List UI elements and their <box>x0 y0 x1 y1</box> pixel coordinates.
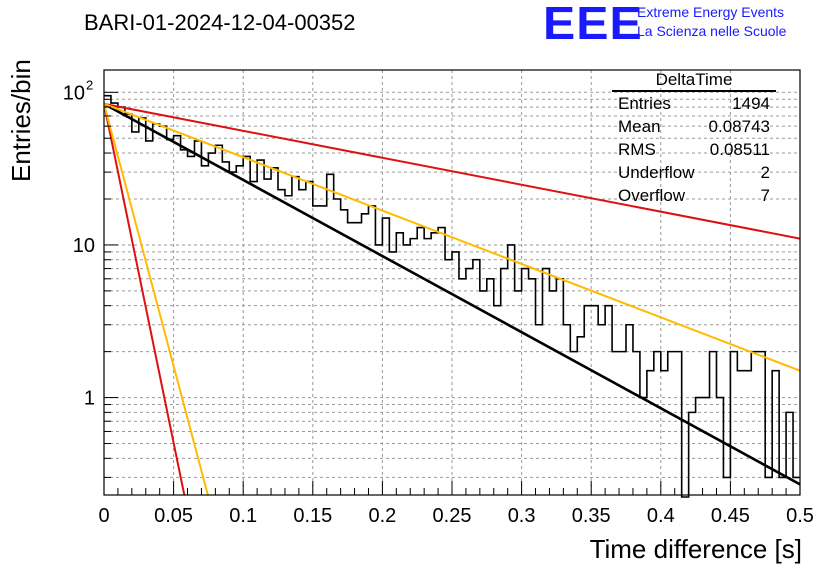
x-tick-label: 0.45 <box>711 505 750 527</box>
x-axis-label: Time difference [s] <box>589 534 802 564</box>
grid <box>103 70 801 495</box>
y-tick-label: 10 <box>63 82 85 104</box>
x-tick-label: 0.1 <box>229 505 257 527</box>
curve-slow-red <box>104 102 800 240</box>
fit-curves <box>104 102 800 495</box>
stats-row-entries: Entries 1494 <box>612 92 776 115</box>
y-tick-exponent: 2 <box>86 77 93 92</box>
x-tick-label: 0.25 <box>433 505 472 527</box>
x-tick-label: 0.35 <box>572 505 611 527</box>
stats-divider <box>612 90 776 92</box>
stats-label: Underflow <box>618 163 695 182</box>
curve-fast-orange <box>104 103 209 495</box>
stats-value: 0.08511 <box>709 140 770 159</box>
y-axis-label: Entries/bin <box>6 59 36 182</box>
logo-caption-line1: Extreme Energy Events <box>637 4 785 20</box>
curve-fit <box>104 102 800 486</box>
x-tick-label: 0.05 <box>154 505 193 527</box>
stats-row-overflow: Overflow 7 <box>612 184 776 207</box>
stats-label: Entries <box>618 94 671 113</box>
stats-row-rms: RMS 0.08511 <box>612 138 776 161</box>
stats-value: 2 <box>760 163 770 182</box>
stats-box: DeltaTime Entries 1494 Mean 0.08743 RMS … <box>612 70 776 207</box>
stats-value: 0.08743 <box>708 117 770 136</box>
stats-label: RMS <box>618 140 656 159</box>
x-tick-label: 0.3 <box>508 505 536 527</box>
stats-value: 7 <box>760 186 770 205</box>
x-tick-label: 0.15 <box>293 505 332 527</box>
y-tick-label: 1 <box>84 388 95 410</box>
stats-label: Overflow <box>618 186 686 205</box>
axis-ticks: 0 0.05 0.1 0.15 0.2 0.25 0.3 0.35 0.4 0.45 0.5 1 10 1… <box>63 77 814 527</box>
logo-caption-line2: La Scienza nelle Scuole <box>637 23 787 39</box>
x-tick-label: 0.4 <box>647 505 675 527</box>
stats-title: DeltaTime <box>655 70 733 89</box>
stats-row-mean: Mean 0.08743 <box>612 115 776 138</box>
chart-title: BARI-01-2024-12-04-00352 <box>84 10 356 35</box>
stats-row-underflow: Underflow 2 <box>612 161 776 184</box>
x-tick-label: 0 <box>98 505 109 527</box>
x-tick-label: 0.5 <box>786 505 814 527</box>
eee-logo: EEE <box>543 0 643 49</box>
y-tick-label: 10 <box>73 235 95 257</box>
stats-value: 1494 <box>732 94 770 113</box>
stats-label: Mean <box>618 117 661 136</box>
x-tick-label: 0.2 <box>368 505 396 527</box>
logo-caption: Extreme Energy Events La Scienza nelle S… <box>637 3 786 41</box>
curve-fast-red <box>104 103 186 495</box>
curve-slow-orange <box>104 102 800 372</box>
